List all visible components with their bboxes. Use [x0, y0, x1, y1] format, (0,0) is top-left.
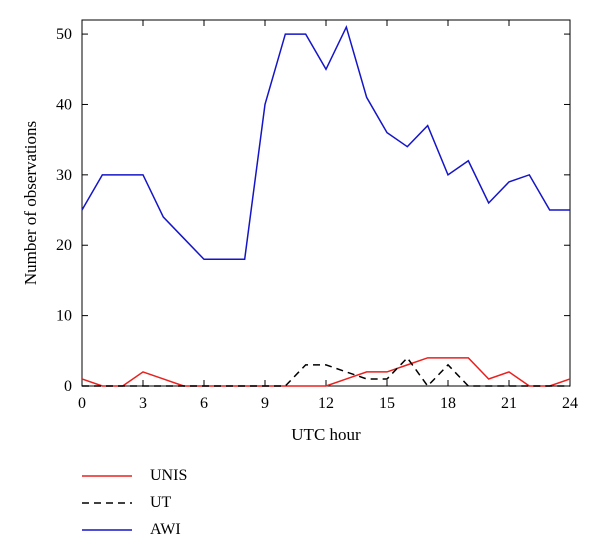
- x-tick-label: 12: [318, 395, 334, 412]
- y-tick-label: 20: [56, 237, 72, 254]
- x-tick-label: 9: [261, 395, 269, 412]
- x-tick-label: 0: [78, 395, 86, 412]
- series-line-ut: [82, 356, 570, 388]
- series-line-unis: [81, 357, 571, 387]
- plot-area-frame: [81, 19, 571, 387]
- x-tick-label: 21: [501, 395, 517, 412]
- legend-swatch-awi: [82, 528, 132, 531]
- legend-item-awi: AWI: [82, 516, 187, 543]
- axis-ticks: 0 3 6 9 12 15 18 21 24 0 10 20 30 40 50: [56, 20, 578, 412]
- x-tick-label: 6: [200, 395, 208, 412]
- y-tick-label: 30: [56, 167, 72, 184]
- y-axis-title: Number of observations: [21, 121, 40, 285]
- x-tick-label: 18: [440, 395, 456, 412]
- y-tick-label: 0: [64, 378, 72, 395]
- x-tick-label: 15: [379, 395, 395, 412]
- legend-item-unis: UNIS: [82, 462, 187, 489]
- y-tick-label: 50: [56, 26, 72, 43]
- legend-item-ut: UT: [82, 489, 187, 516]
- legend-swatch-unis: [82, 474, 132, 477]
- x-tick-label: 24: [562, 395, 578, 412]
- legend-label-ut: UT: [150, 493, 172, 511]
- legend: UNIS UT AWI: [82, 462, 187, 543]
- x-axis-title: UTC hour: [291, 425, 361, 444]
- legend-swatch-ut: [82, 501, 132, 504]
- line-chart: 0 3 6 9 12 15 18 21 24 0 10 20 30 40 50 UTC hour Numbe…: [21, 19, 578, 444]
- series-line-awi: [81, 24, 570, 261]
- x-tick-label: 3: [139, 395, 147, 412]
- legend-label-unis: UNIS: [150, 466, 188, 484]
- y-tick-label: 10: [56, 308, 72, 325]
- y-tick-label: 40: [56, 96, 72, 113]
- legend-label-awi: AWI: [150, 520, 181, 538]
- series-lines: [81, 24, 571, 388]
